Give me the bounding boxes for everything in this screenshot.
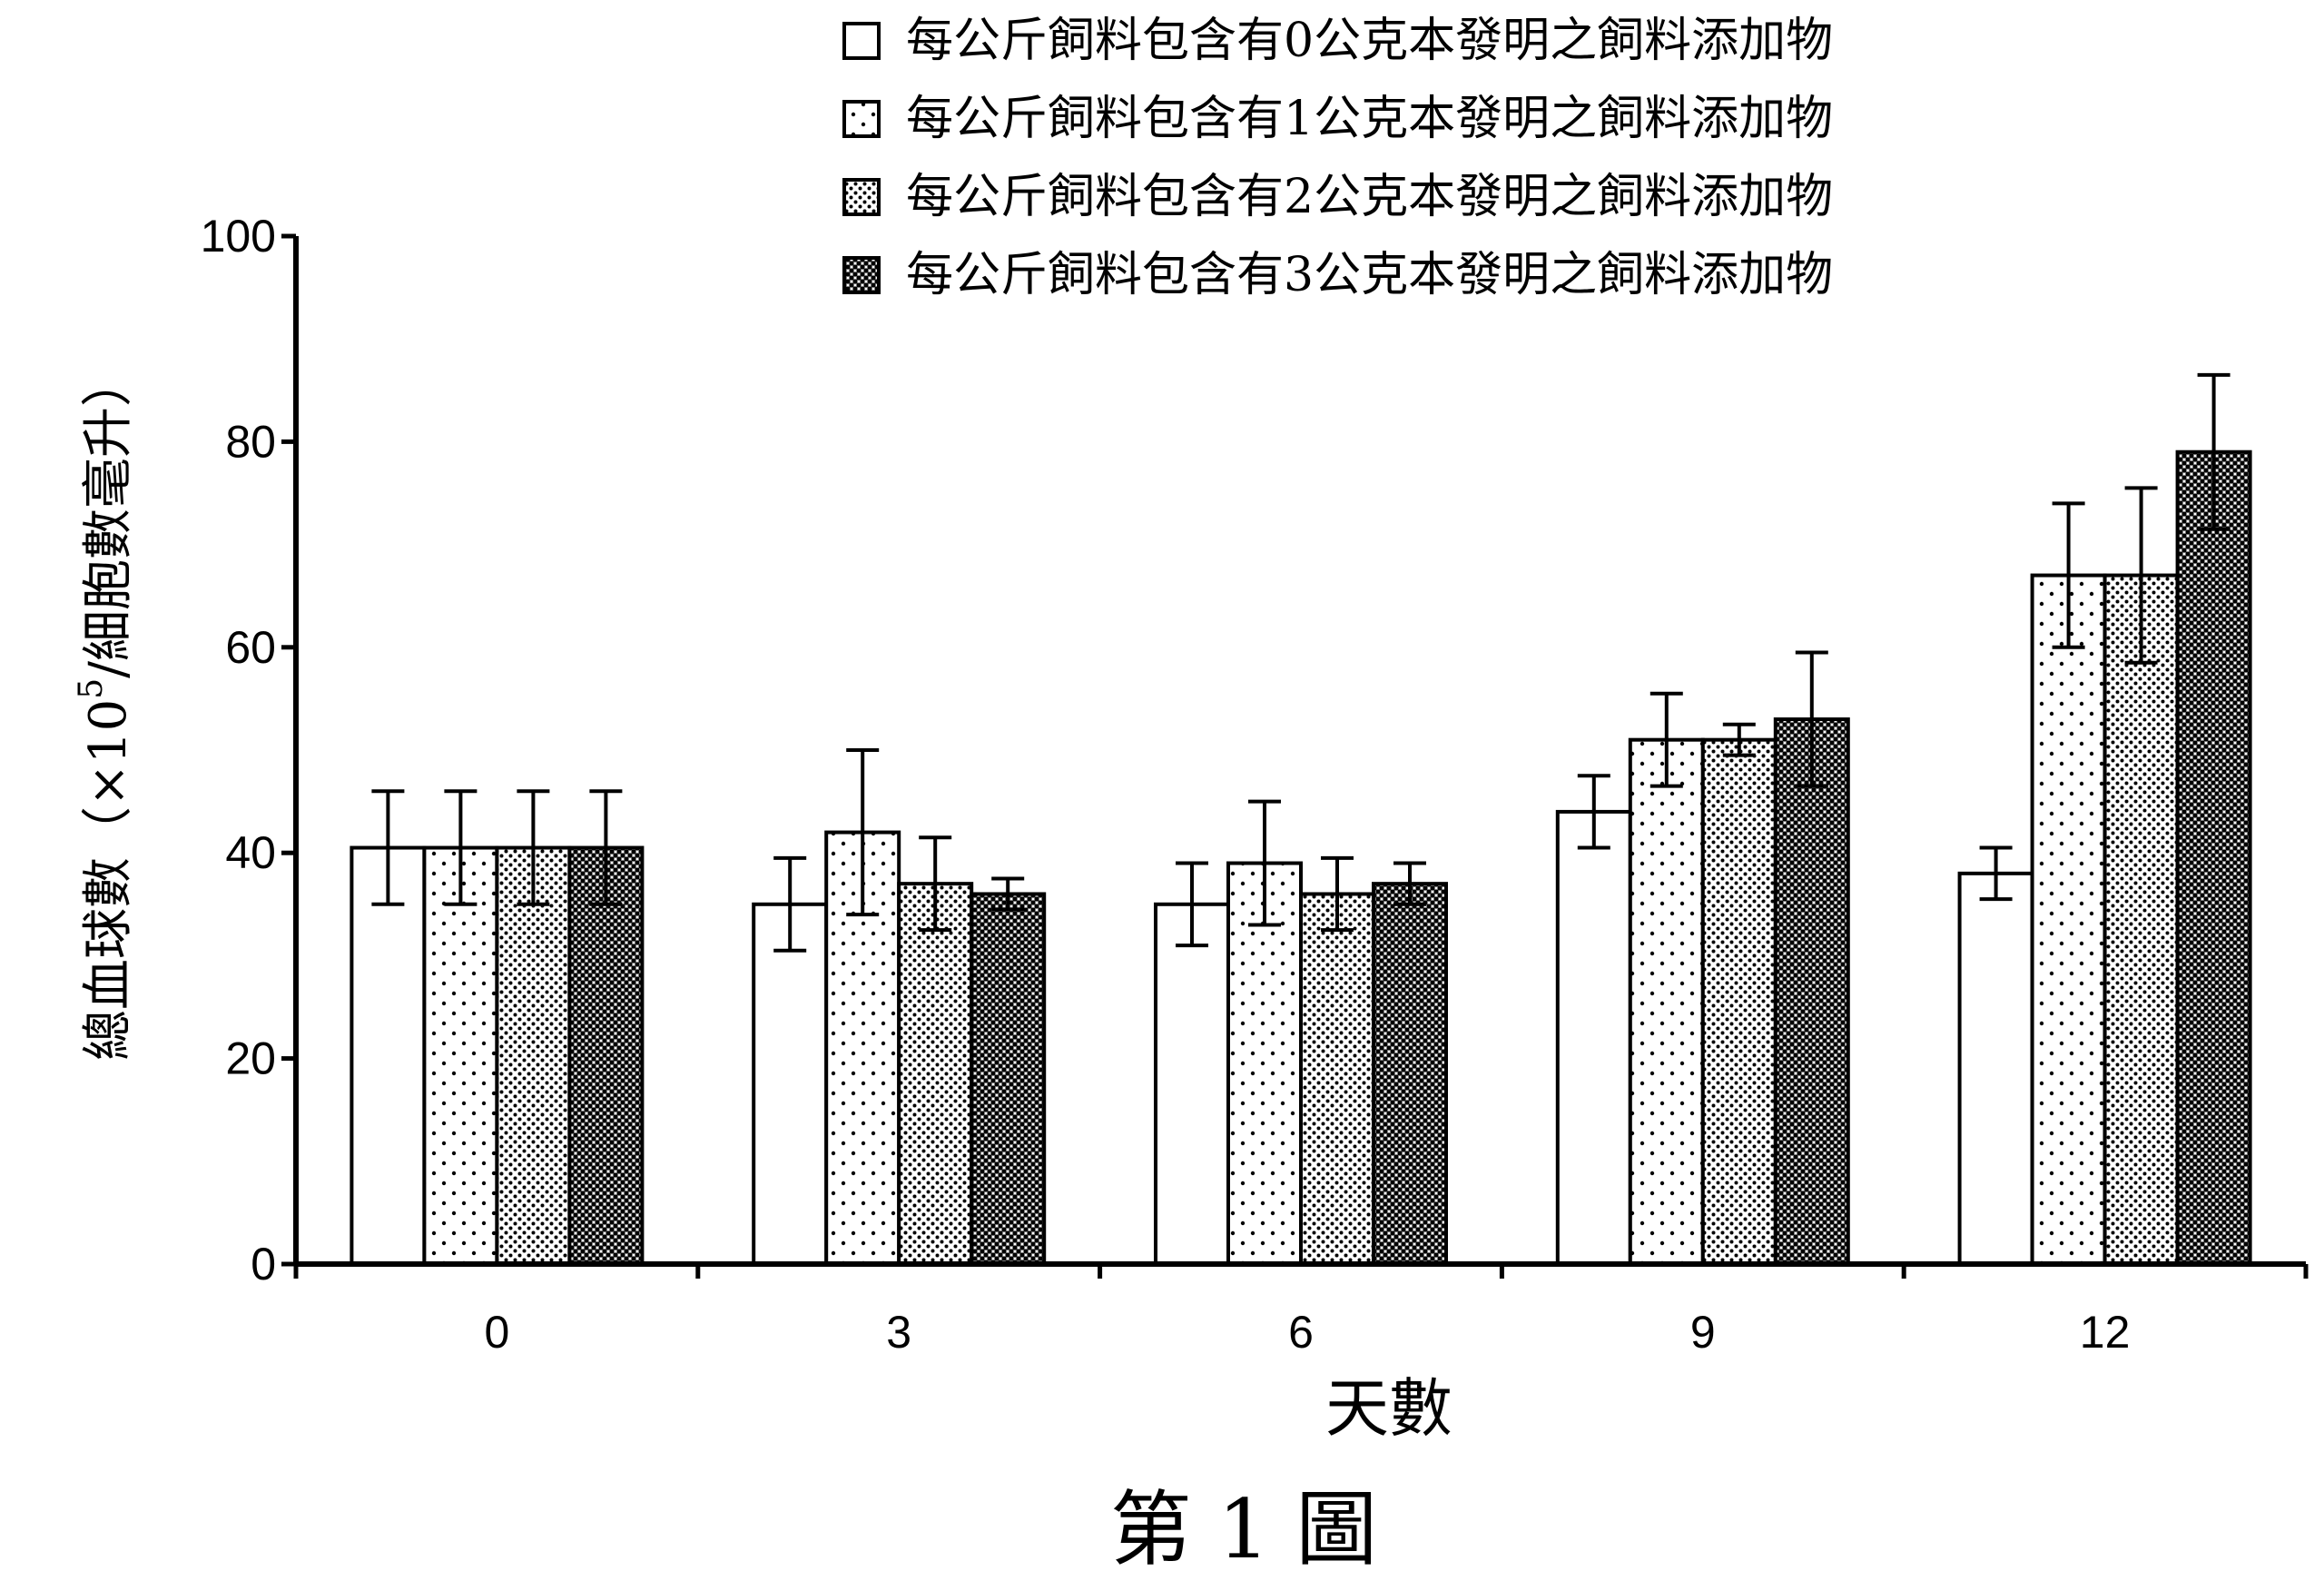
bar-series0-day0: [350, 845, 427, 1266]
x-ticks: 0 3 6 9 12: [293, 1264, 2309, 1358]
y-tick-label: 20: [225, 1033, 276, 1084]
error-bar-series2-day12: [2124, 486, 2158, 665]
y-tick-label: 100: [201, 211, 276, 262]
error-bar-series1-day3: [846, 748, 880, 917]
error-bar-series3-day12: [2197, 372, 2230, 531]
error-bar-series2-day9: [1722, 722, 1756, 757]
bar-series2-day0: [495, 845, 572, 1266]
x-tick-label: 0: [484, 1307, 509, 1358]
legend-label: 每公斤飼料包含有3公克本發明之飼料添加物: [906, 248, 1833, 302]
error-bar-series2-day3: [919, 835, 952, 933]
legend: 每公斤飼料包含有0公克本發明之飼料添加物每公斤飼料包含有1公克本發明之飼料添加物…: [842, 14, 1833, 302]
bars-layer: [350, 450, 2252, 1267]
legend-label: 每公斤飼料包含有2公克本發明之飼料添加物: [906, 170, 1833, 224]
error-bar-series0-day9: [1577, 774, 1610, 850]
legend-swatch: [842, 256, 881, 294]
error-bar-series3-day9: [1795, 650, 1828, 788]
bar-series0-day9: [1555, 809, 1632, 1266]
bar-series0-day12: [1957, 871, 2034, 1267]
error-bar-series2-day0: [517, 789, 550, 906]
x-tick-label: 12: [2080, 1307, 2131, 1358]
error-bar-series0-day3: [773, 855, 807, 953]
bar-series2-day3: [897, 882, 974, 1266]
bar-series1-day6: [1226, 861, 1303, 1267]
x-tick-label: 9: [1690, 1307, 1716, 1358]
error-bars-layer: [371, 372, 2230, 953]
error-bar-series1-day0: [444, 789, 478, 906]
bar-series3-day0: [567, 845, 645, 1266]
bar-series0-day3: [752, 902, 829, 1266]
bar-series3-day12: [2175, 450, 2252, 1267]
legend-swatch: [842, 178, 881, 216]
figure-caption: 第 1 圖: [1110, 1482, 1377, 1571]
legend-swatch: [842, 100, 881, 138]
bar-series3-day9: [1773, 717, 1850, 1266]
x-tick-label: 6: [1288, 1307, 1314, 1358]
x-axis-label: 天數: [1325, 1371, 1452, 1446]
bar-series1-day9: [1628, 737, 1705, 1266]
y-tick-label: 0: [251, 1239, 276, 1289]
legend-swatch: [842, 22, 881, 60]
error-bar-series0-day6: [1176, 861, 1208, 948]
bar-series3-day6: [1372, 882, 1448, 1266]
legend-label: 每公斤飼料包含有1公克本發明之飼料添加物: [906, 92, 1833, 146]
legend-item-3: 每公斤飼料包含有3公克本發明之飼料添加物: [842, 248, 1833, 302]
y-axis-label: 總血球數（×105/細胞數毫升）: [73, 356, 138, 1061]
legend-item-1: 每公斤飼料包含有1公克本發明之飼料添加物: [842, 92, 1833, 146]
legend-item-0: 每公斤飼料包含有0公克本發明之飼料添加物: [842, 14, 1833, 68]
y-tick-label: 60: [225, 622, 276, 673]
error-bar-series1-day9: [1649, 691, 1683, 788]
error-bar-series0-day0: [371, 789, 405, 906]
y-tick-label: 80: [225, 416, 276, 467]
legend-item-2: 每公斤飼料包含有2公克本發明之飼料添加物: [842, 170, 1833, 224]
y-tick-label: 40: [225, 827, 276, 878]
bar-series0-day6: [1154, 902, 1230, 1266]
y-ticks: 0 20 40 60 80 100: [201, 211, 296, 1289]
error-bar-series3-day6: [1393, 861, 1426, 906]
error-bar-series1-day12: [2052, 501, 2085, 649]
error-bar-series3-day0: [589, 789, 623, 906]
bar-series2-day6: [1299, 892, 1375, 1266]
error-bar-series3-day3: [991, 876, 1025, 912]
error-bar-series1-day6: [1248, 799, 1281, 927]
error-bar-series0-day12: [1979, 845, 2013, 902]
bar-series1-day12: [2030, 573, 2107, 1266]
bar-series2-day9: [1700, 737, 1777, 1266]
x-tick-label: 3: [886, 1307, 911, 1358]
bar-series3-day3: [970, 892, 1047, 1266]
error-bar-series2-day6: [1321, 855, 1354, 933]
bar-series2-day12: [2102, 573, 2180, 1266]
legend-label: 每公斤飼料包含有0公克本發明之飼料添加物: [906, 14, 1833, 68]
bar-series1-day0: [422, 845, 499, 1266]
